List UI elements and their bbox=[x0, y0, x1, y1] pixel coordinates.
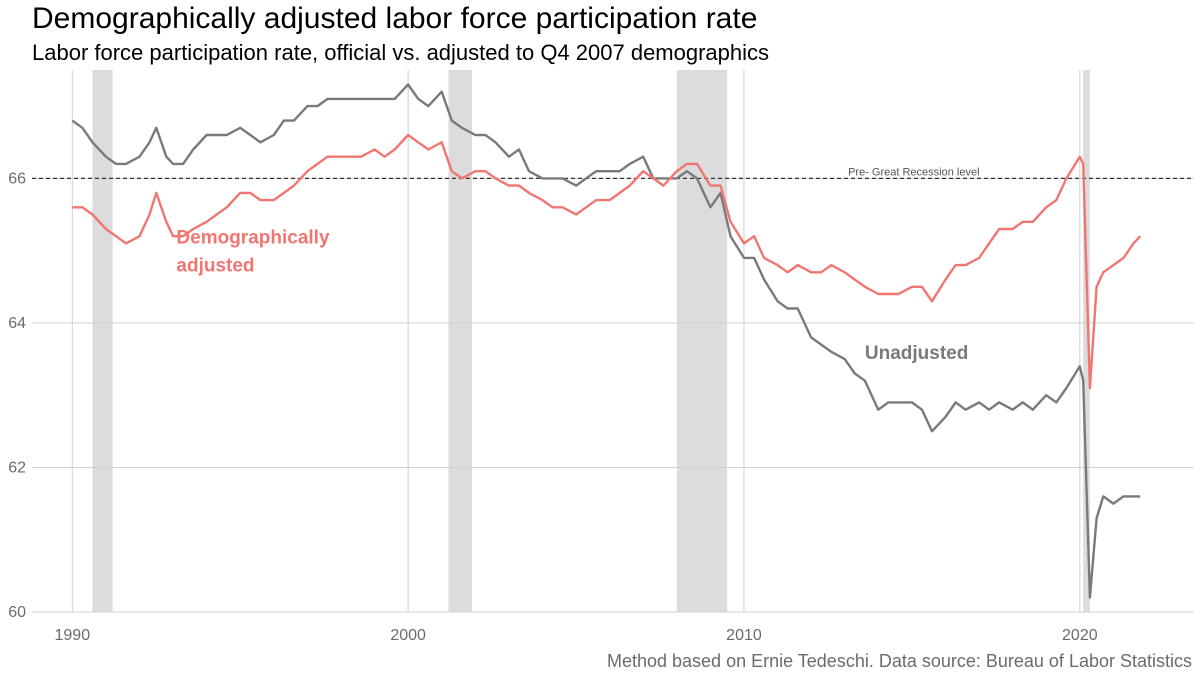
x-tick-label: 2010 bbox=[726, 627, 762, 644]
recession-band-2 bbox=[676, 70, 728, 612]
x-tick-label: 1990 bbox=[55, 627, 91, 644]
axis-ticks: 60 62 64 66 1990 2000 2010 2020 bbox=[8, 170, 1098, 644]
recession-band-3 bbox=[1083, 70, 1090, 612]
y-tick-label: 62 bbox=[8, 459, 26, 476]
series-line-1 bbox=[72, 133, 1142, 390]
series-label-1: Demographically adjusted bbox=[176, 227, 330, 276]
recession-bands bbox=[92, 70, 1090, 612]
series-label-line: Unadjusted bbox=[865, 343, 968, 364]
series-line-0 bbox=[71, 83, 1141, 599]
y-tick-label: 66 bbox=[8, 170, 26, 187]
series-labels: Unadjusted Demographically adjusted bbox=[176, 227, 968, 364]
gridlines bbox=[32, 70, 1194, 613]
x-tick-label: 2000 bbox=[390, 627, 426, 644]
chart-caption: Method based on Ernie Tedeschi. Data sou… bbox=[606, 651, 1192, 671]
series-lines bbox=[71, 83, 1142, 599]
series-label-0: Unadjusted bbox=[865, 343, 968, 364]
chart-title: Demographically adjusted labor force par… bbox=[32, 2, 758, 35]
series-label-line: adjusted bbox=[176, 255, 254, 276]
y-tick-label: 64 bbox=[8, 315, 26, 332]
series-label-line: Demographically bbox=[176, 227, 330, 248]
y-tick-label: 60 bbox=[8, 604, 26, 621]
recession-band-0 bbox=[92, 70, 113, 612]
x-tick-label: 2020 bbox=[1062, 627, 1098, 644]
recession-band-1 bbox=[448, 70, 472, 612]
reference-line-group: Pre- Great Recession level bbox=[32, 166, 1194, 179]
reference-line-label: Pre- Great Recession level bbox=[848, 166, 979, 178]
chart-subtitle: Labor force participation rate, official… bbox=[32, 40, 770, 65]
